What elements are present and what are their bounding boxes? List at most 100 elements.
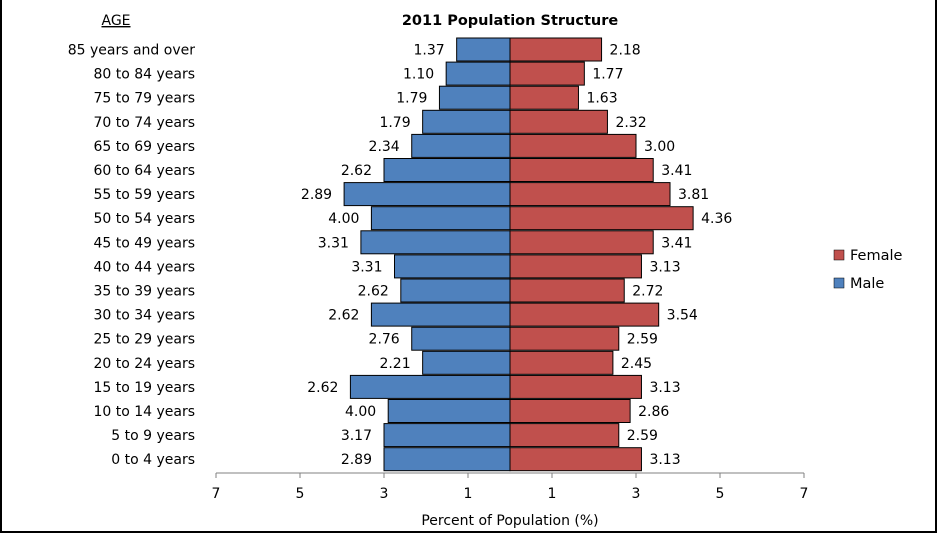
data-label-male: 2.89 xyxy=(301,187,332,203)
bar-female xyxy=(509,447,642,472)
age-axis-label: AGE xyxy=(101,13,130,29)
bar-female xyxy=(509,37,603,62)
x-tick-label: 3 xyxy=(632,486,641,502)
data-label-female: 3.13 xyxy=(649,452,680,468)
bar-male xyxy=(422,109,511,134)
bar-female xyxy=(509,182,671,207)
data-label-male: 2.34 xyxy=(369,139,400,155)
bar-male xyxy=(383,423,511,448)
bar-male xyxy=(387,399,511,423)
x-tick-label: 1 xyxy=(548,486,557,502)
category-label: 35 to 39 years xyxy=(93,284,195,300)
x-tick-label: 3 xyxy=(380,486,389,502)
x-axis: 7 5 3 1 1 3 5 7 xyxy=(212,472,808,502)
bar-male xyxy=(394,254,511,279)
category-label: 45 to 49 years xyxy=(93,235,195,251)
data-label-male: 2.89 xyxy=(341,452,372,468)
bar-female xyxy=(509,230,654,255)
category-label: 30 to 34 years xyxy=(93,308,195,324)
category-label: 60 to 64 years xyxy=(93,163,195,179)
data-label-male: 1.37 xyxy=(413,43,444,59)
bar-male xyxy=(400,278,511,303)
bar-male xyxy=(411,133,511,158)
category-label: 85 years and over xyxy=(68,43,195,59)
bar-female xyxy=(509,399,631,423)
category-label: 70 to 74 years xyxy=(93,115,195,131)
data-label-male: 2.62 xyxy=(341,163,372,179)
bar-female xyxy=(509,61,585,86)
data-label-female: 2.59 xyxy=(627,332,658,348)
x-tick-label: 5 xyxy=(716,486,725,502)
bar-male xyxy=(383,158,511,182)
data-label-female: 3.54 xyxy=(667,308,698,324)
x-tick-label: 5 xyxy=(296,486,305,502)
x-axis-label: Percent of Population (%) xyxy=(421,513,598,529)
bar-male xyxy=(383,447,511,472)
bar-female xyxy=(509,326,620,351)
data-label-male: 1.10 xyxy=(403,67,434,83)
bars-group xyxy=(343,37,694,472)
legend-swatch xyxy=(833,277,845,289)
data-label-female: 2.86 xyxy=(638,404,669,420)
data-label-female: 3.41 xyxy=(661,163,692,179)
bar-female xyxy=(509,302,660,327)
bar-male xyxy=(411,326,511,351)
bar-male xyxy=(370,302,511,327)
data-label-female: 3.00 xyxy=(644,139,675,155)
bar-male xyxy=(456,37,511,62)
data-label-female: 2.45 xyxy=(621,356,652,372)
category-label: 55 to 59 years xyxy=(93,187,195,203)
chart-title: 2011 Population Structure xyxy=(402,13,619,29)
category-label: 10 to 14 years xyxy=(93,404,195,420)
category-label: 25 to 29 years xyxy=(93,332,195,348)
data-label-male: 2.21 xyxy=(379,356,410,372)
data-label-male: 2.62 xyxy=(307,380,338,396)
data-label-male: 2.76 xyxy=(369,332,400,348)
category-label: 75 to 79 years xyxy=(93,91,195,107)
legend: Female Male xyxy=(833,248,903,292)
data-label-male: 4.00 xyxy=(345,404,376,420)
x-tick-label: 1 xyxy=(464,486,473,502)
category-labels: 85 years and over 80 to 84 years 75 to 79 … xyxy=(68,43,195,469)
category-label: 20 to 24 years xyxy=(93,356,195,372)
category-label: 0 to 4 years xyxy=(111,452,195,468)
bar-male xyxy=(343,182,511,207)
bar-female xyxy=(509,206,694,231)
category-label: 15 to 19 years xyxy=(93,380,195,396)
category-label: 40 to 44 years xyxy=(93,259,195,275)
bar-female xyxy=(509,278,625,303)
bar-female xyxy=(509,374,642,399)
category-label: 5 to 9 years xyxy=(111,428,195,444)
data-label-female: 3.13 xyxy=(649,259,680,275)
data-label-female: 3.13 xyxy=(649,380,680,396)
bar-female xyxy=(509,350,614,375)
bar-female xyxy=(509,423,620,448)
bar-male xyxy=(438,85,511,110)
legend-label: Male xyxy=(850,276,884,292)
bar-male xyxy=(422,350,511,375)
data-label-male: 1.79 xyxy=(396,91,427,107)
data-label-male: 2.62 xyxy=(358,284,389,300)
data-labels: 1.37 2.18 1.10 1.77 1.79 1.63 1.79 2.32 2.34 3.00… xyxy=(301,43,732,469)
bar-female xyxy=(509,133,637,158)
data-label-female: 2.18 xyxy=(610,43,641,59)
data-label-female: 3.41 xyxy=(661,235,692,251)
bar-female xyxy=(509,109,608,134)
data-label-female: 2.32 xyxy=(615,115,646,131)
data-label-male: 3.17 xyxy=(341,428,372,444)
bar-male xyxy=(445,61,511,86)
data-label-male: 4.00 xyxy=(328,211,359,227)
bar-male xyxy=(349,374,511,399)
data-label-female: 2.72 xyxy=(632,284,663,300)
data-label-male: 3.31 xyxy=(318,235,349,251)
bar-female xyxy=(509,158,654,182)
bar-female xyxy=(509,85,579,110)
data-label-female: 3.81 xyxy=(678,187,709,203)
legend-swatch xyxy=(833,249,845,261)
data-label-female: 2.59 xyxy=(627,428,658,444)
bar-male xyxy=(360,230,511,255)
bar-male xyxy=(370,206,511,231)
legend-label: Female xyxy=(850,248,903,264)
